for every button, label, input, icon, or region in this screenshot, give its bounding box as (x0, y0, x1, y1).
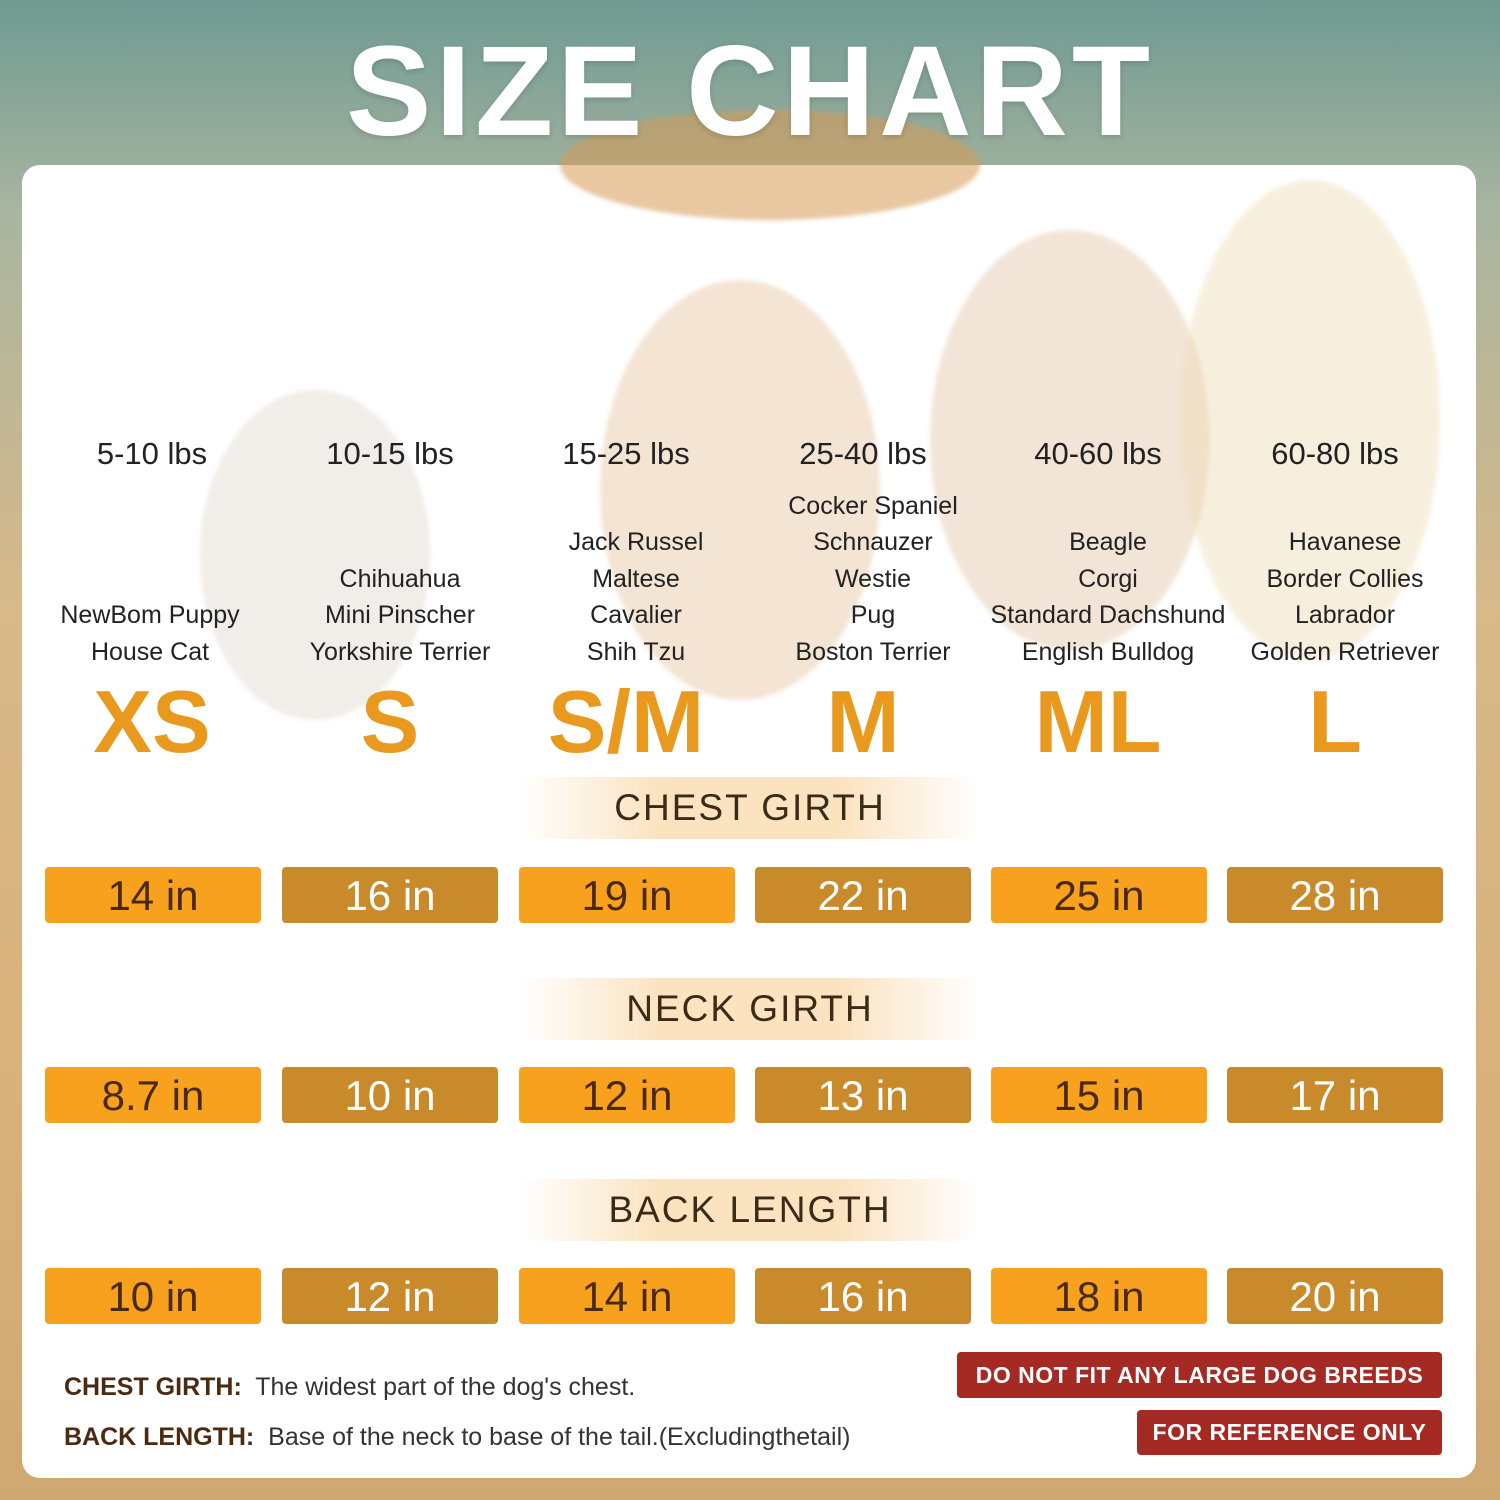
size-label: M (826, 672, 900, 771)
weight: 10-15 lbs (326, 436, 454, 471)
weight: 15-25 lbs (562, 436, 690, 471)
size-label: ML (1034, 672, 1162, 771)
measure-box: 19 in (519, 867, 735, 923)
measure-box: 28 in (1227, 867, 1443, 923)
breed-list: NewBom Puppy House Cat (15, 480, 285, 670)
breed-list: Jack Russel Maltese Cavalier Shih Tzu (501, 480, 771, 670)
dog-decoration (560, 110, 980, 220)
breed: Westie (835, 564, 911, 593)
badge: FOR REFERENCE ONLY (1137, 1410, 1442, 1455)
dog-decoration (930, 230, 1210, 650)
section-header: NECK GIRTH (520, 978, 980, 1040)
badge: DO NOT FIT ANY LARGE DOG BREEDS (957, 1352, 1442, 1398)
breed: Yorkshire Terrier (309, 637, 491, 666)
measure-box: 22 in (755, 867, 971, 923)
measure-box: 25 in (991, 867, 1207, 923)
measure-box: 15 in (991, 1067, 1207, 1123)
weight: 5-10 lbs (96, 436, 208, 471)
dog-decoration (1180, 180, 1440, 660)
breed: Schnauzer (813, 528, 933, 556)
dog-decoration (600, 280, 880, 700)
breed: Chihuahua (339, 564, 461, 593)
note-text: Base of the neck to base of the tail.(Ex… (268, 1423, 851, 1451)
breed: Maltese (592, 564, 680, 593)
breed: Corgi (1078, 564, 1138, 593)
measure-box: 18 in (991, 1268, 1207, 1324)
breed-list: Havanese Border Collies Labrador Golden Ret… (1210, 480, 1480, 670)
note: CHEST GIRTH: The widest part of the dog'… (64, 1373, 635, 1402)
breed: House Cat (90, 637, 210, 666)
measure-box: 8.7 in (45, 1067, 261, 1123)
breed: English Bulldog (1021, 637, 1195, 666)
size-label: S (360, 672, 420, 771)
breed: NewBom Puppy (60, 601, 240, 629)
note-spacer (254, 1423, 268, 1451)
breed-list: Beagle Corgi Standard Dachshund English Bul… (973, 480, 1243, 670)
measure-box: 14 in (45, 867, 261, 923)
breed: Cavalier (590, 601, 682, 629)
measure-box: 10 in (45, 1268, 261, 1324)
note-term: BACK LENGTH: (64, 1423, 255, 1451)
measure-box: 20 in (1227, 1268, 1443, 1324)
measure-box: 17 in (1227, 1067, 1443, 1123)
weight: 60-80 lbs (1271, 436, 1399, 471)
size-label: S/M (547, 672, 705, 771)
breed-list: Cocker Spaniel Schnauzer Westie Pug Boston T… (738, 480, 1008, 670)
measure-box: 12 in (519, 1067, 735, 1123)
breed: Standard Dachshund (990, 601, 1226, 629)
breed: Cocker Spaniel (788, 491, 958, 520)
measure-box: 12 in (282, 1268, 498, 1324)
breed-list: Chihuahua Mini Pinscher Yorkshire Terrier (265, 480, 535, 670)
note-term: CHEST GIRTH: (64, 1373, 242, 1401)
breed: Mini Pinscher (324, 601, 476, 629)
weight: 25-40 lbs (799, 436, 927, 471)
weight: 40-60 lbs (1034, 436, 1162, 471)
title: SIZE CHART (346, 20, 1154, 163)
section-header: BACK LENGTH (520, 1179, 980, 1241)
measure-box: 10 in (282, 1067, 498, 1123)
breed: Border Collies (1266, 564, 1424, 593)
breed: Labrador (1294, 601, 1396, 629)
breed: Havanese (1288, 528, 1402, 556)
size-label: XS (93, 672, 211, 771)
measure-box: 13 in (755, 1067, 971, 1123)
note-spacer (242, 1373, 255, 1401)
breed: Shih Tzu (586, 637, 686, 666)
measure-box: 14 in (519, 1268, 735, 1324)
breed: Pug (850, 601, 896, 629)
breed: Beagle (1069, 528, 1147, 556)
measure-box: 16 in (282, 867, 498, 923)
note: BACK LENGTH: Base of the neck to base of… (64, 1423, 850, 1452)
dog-decoration (200, 390, 430, 720)
breed: Boston Terrier (795, 637, 951, 666)
size-label: L (1308, 672, 1362, 771)
note-text: The widest part of the dog's chest. (255, 1373, 636, 1401)
section-header: CHEST GIRTH (520, 777, 980, 839)
measure-box: 16 in (755, 1268, 971, 1324)
breed: Jack Russel (568, 528, 704, 556)
breed: Golden Retriever (1250, 637, 1440, 666)
